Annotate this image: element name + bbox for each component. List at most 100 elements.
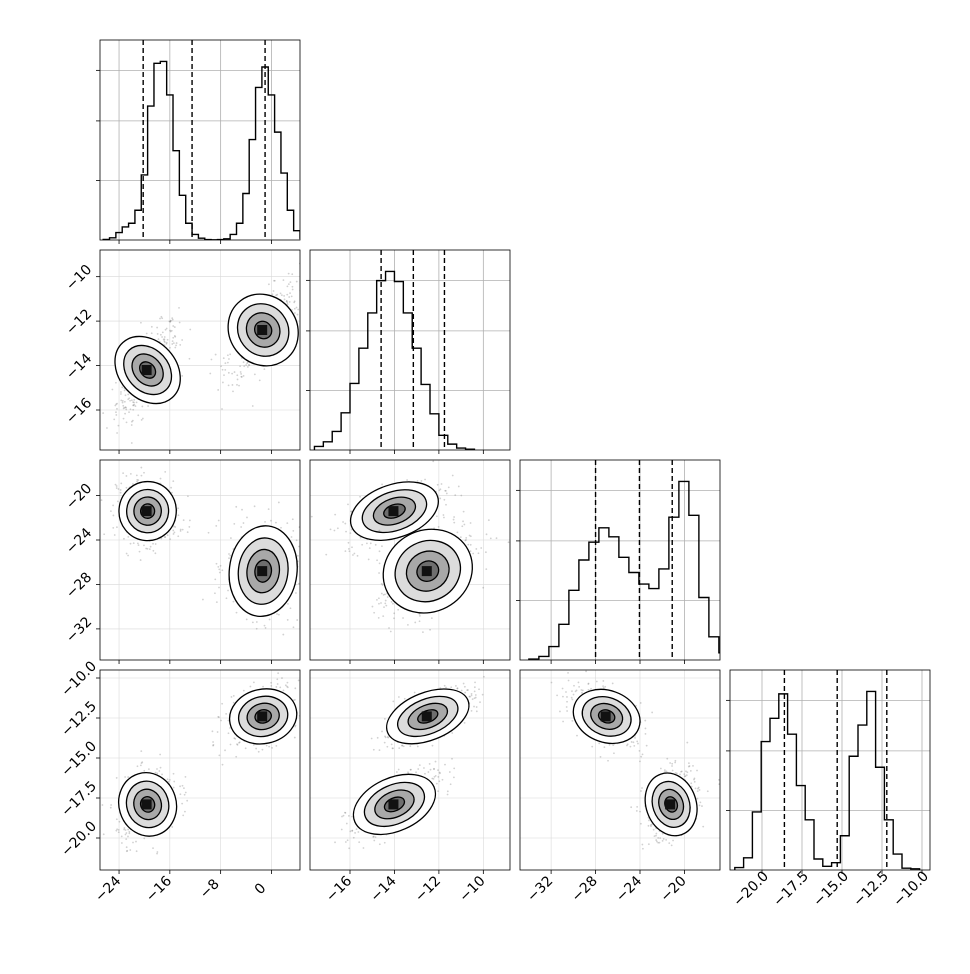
scatter-point xyxy=(156,853,158,855)
scatter-point xyxy=(154,552,156,554)
scatter-point xyxy=(582,690,584,692)
scatter-point xyxy=(182,785,184,787)
scatter-point xyxy=(639,760,641,762)
scatter-point xyxy=(256,621,258,623)
scatter-point xyxy=(612,683,614,685)
scatter-point xyxy=(122,405,124,407)
scatter-point xyxy=(474,686,476,688)
scatter-point xyxy=(115,414,117,416)
scatter-point xyxy=(393,612,395,614)
scatter-point xyxy=(228,372,230,374)
scatter-point xyxy=(215,354,217,356)
scatter-point xyxy=(187,531,189,533)
scatter-point xyxy=(573,685,575,687)
scatter-point xyxy=(275,686,277,688)
panel-p2-p1 xyxy=(310,460,510,664)
scatter-point xyxy=(124,776,126,778)
scatter-point xyxy=(287,603,289,605)
scatter-point xyxy=(173,773,175,775)
scatter-point xyxy=(114,534,116,536)
scatter-point xyxy=(454,494,456,496)
scatter-point xyxy=(588,689,590,691)
scatter-point xyxy=(120,483,122,485)
scatter-point xyxy=(439,498,441,500)
scatter-point xyxy=(438,526,440,528)
scatter-point xyxy=(176,342,178,344)
scatter-point xyxy=(288,273,290,275)
histogram-bar xyxy=(148,106,154,240)
scatter-point xyxy=(566,710,568,712)
scatter-point xyxy=(116,818,118,820)
histogram-bar xyxy=(669,517,679,660)
scatter-point xyxy=(453,776,455,778)
scatter-point xyxy=(334,841,336,843)
panel-p2-p2 xyxy=(516,460,729,664)
scatter-point xyxy=(181,803,183,805)
scatter-point xyxy=(278,614,280,616)
scatter-point xyxy=(120,391,122,393)
scatter-point xyxy=(283,295,285,297)
scatter-point xyxy=(407,771,409,773)
scatter-point xyxy=(391,744,393,746)
histogram-bar xyxy=(421,384,430,450)
scatter-point xyxy=(429,763,431,765)
scatter-point xyxy=(446,493,448,495)
scatter-point xyxy=(438,490,440,492)
scatter-point xyxy=(463,524,465,526)
scatter-point xyxy=(218,569,220,571)
scatter-point xyxy=(478,552,480,554)
scatter-point xyxy=(478,688,480,690)
scatter-point xyxy=(124,390,126,392)
scatter-point xyxy=(171,826,173,828)
scatter-point xyxy=(320,265,322,267)
scatter-point xyxy=(179,344,181,346)
histogram-p0 xyxy=(103,61,313,240)
scatter-point xyxy=(445,687,447,689)
scatter-point xyxy=(272,293,274,295)
scatter-point xyxy=(376,599,378,601)
scatter-point xyxy=(303,580,305,582)
scatter-point xyxy=(298,583,300,585)
density-peak xyxy=(257,566,267,576)
scatter-point xyxy=(169,330,171,332)
scatter-point xyxy=(132,401,134,403)
scatter-point xyxy=(217,566,219,568)
scatter-point xyxy=(286,294,288,296)
scatter-point xyxy=(626,745,628,747)
scatter-point xyxy=(302,281,304,283)
scatter-point xyxy=(316,587,318,589)
scatter-point xyxy=(236,612,238,614)
scatter-point xyxy=(298,680,300,682)
scatter-point xyxy=(423,767,425,769)
histogram-bar xyxy=(679,481,689,660)
scatter-point xyxy=(243,522,245,524)
scatter-point xyxy=(222,369,224,371)
scatter-point xyxy=(404,698,406,700)
scatter-point xyxy=(167,778,169,780)
scatter-point xyxy=(437,484,439,486)
scatter-point xyxy=(292,518,294,520)
scatter-point xyxy=(102,412,104,414)
histogram-bar xyxy=(192,234,198,240)
scatter-point xyxy=(220,565,222,567)
histogram-bar xyxy=(275,132,281,240)
scatter-point xyxy=(296,539,298,541)
histogram-bar xyxy=(154,63,160,240)
scatter-point xyxy=(295,724,297,726)
scatter-point xyxy=(127,555,129,557)
scatter-point xyxy=(354,832,356,834)
scatter-point xyxy=(640,756,642,758)
scatter-point xyxy=(475,694,477,696)
scatter-point xyxy=(387,596,389,598)
scatter-point xyxy=(129,849,131,851)
histogram-bar xyxy=(609,537,619,660)
scatter-point xyxy=(120,489,122,491)
scatter-point xyxy=(370,542,372,544)
scatter-point xyxy=(263,368,265,370)
scatter-point xyxy=(167,534,169,536)
scatter-point xyxy=(436,495,438,497)
scatter-point xyxy=(571,697,573,699)
scatter-point xyxy=(450,686,452,688)
histogram-bar xyxy=(619,557,629,660)
scatter-point xyxy=(237,744,239,746)
